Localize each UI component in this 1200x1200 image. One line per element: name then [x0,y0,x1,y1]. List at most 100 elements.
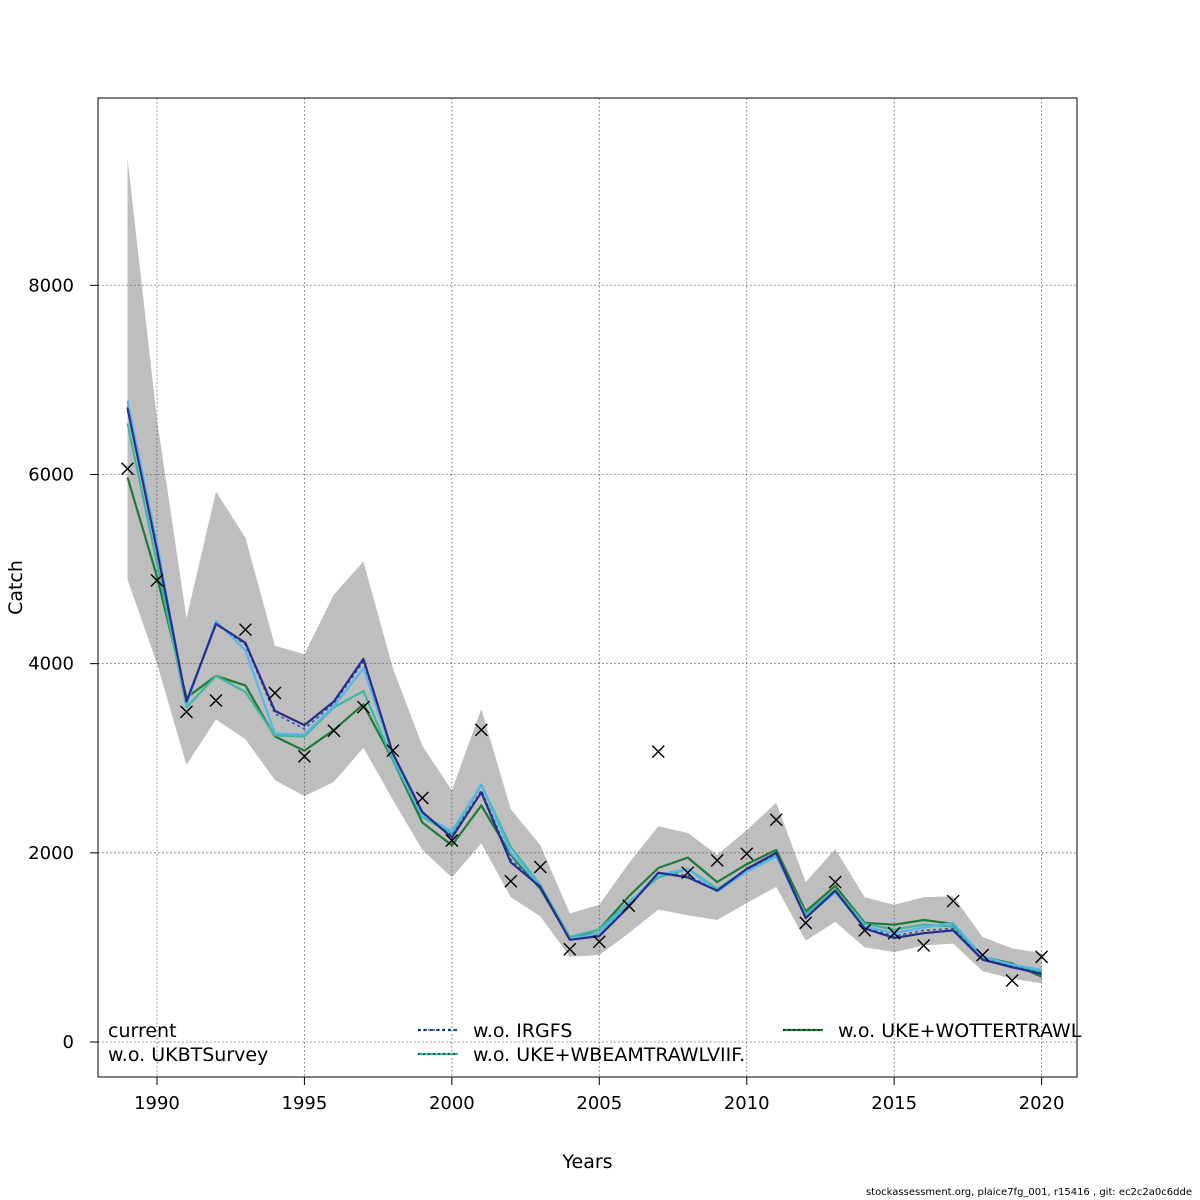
observed-point-stroke [209,694,223,708]
x-tick-label: 2020 [1019,1093,1065,1114]
observed-point-stroke [150,573,164,587]
observed-point-stroke [386,744,400,758]
x-tick-label: 2015 [871,1093,917,1114]
legend-label: w.o. UKBTSurvey [108,1044,268,1066]
series-line [126,400,1042,972]
observed-point [563,942,577,956]
legend-label: current [108,1020,177,1042]
observed-point-stroke [946,894,960,908]
legend-label: w.o. IRGFS [473,1020,572,1042]
observed-point [120,462,134,476]
series-line [126,408,1042,975]
observed-point-stroke [504,874,518,888]
observed-point [976,948,990,962]
legend-item: w.o. UKE+WBEAMTRAWLVIIF. [418,1044,745,1066]
observed-point [769,813,783,827]
observed-point-stroke [651,745,665,759]
observed-point-stroke [179,705,193,719]
observed-point [799,916,813,930]
observed-point [415,791,429,805]
observed-point-stroke [976,948,990,962]
legend-item: current [108,1020,177,1042]
observed-point-stroke [415,791,429,805]
observed-points [120,462,1049,988]
observed-point [710,853,724,867]
x-axis: 1990 1995 2000 2005 2010 2015 2020 [134,1077,1065,1114]
observed-point [386,744,400,758]
y-axis: 0 2000 4000 6000 8000 [28,275,98,1053]
observed-point-stroke [1005,974,1019,988]
observed-point-stroke [268,686,282,700]
observed-point-stroke [533,860,547,874]
observed-point-stroke [917,939,931,953]
observed-point [356,700,370,714]
observed-point-stroke [622,899,636,913]
observed-point [828,875,842,889]
observed-point-stroke [769,813,783,827]
observed-point [592,935,606,949]
observed-point-stroke [799,916,813,930]
observed-point [150,573,164,587]
legend-item: w.o. IRGFS [418,1020,572,1042]
x-tick-label: 2010 [724,1093,770,1114]
observed-point [179,705,193,719]
x-axis-title: Years [561,1151,612,1173]
observed-point-stroke [740,847,754,861]
observed-point [651,745,665,759]
observed-point-stroke [297,749,311,763]
observed-point-stroke [710,853,724,867]
y-tick-label: 2000 [28,843,74,864]
grid-lines [98,98,1077,1077]
observed-point [946,894,960,908]
x-tick-label: 2005 [576,1093,622,1114]
legend-item: w.o. UKBTSurvey [108,1044,268,1066]
observed-point-stroke [681,866,695,880]
observed-point [533,860,547,874]
y-tick-label: 4000 [28,654,74,675]
observed-point-stroke [858,923,872,937]
observed-point [1005,974,1019,988]
y-axis-title: Catch [5,560,27,615]
plot-frame [97,97,1078,1078]
observed-point-stroke [828,875,842,889]
observed-point [445,834,459,848]
observed-point-stroke [445,834,459,848]
observed-point-stroke [327,724,341,738]
footer-credit: stockassessment.org, plaice7fg_001, r154… [865,1187,1192,1198]
observed-point [887,926,901,940]
observed-point-stroke [474,723,488,737]
observed-point-stroke [887,926,901,940]
observed-point-stroke [356,700,370,714]
observed-point [297,749,311,763]
observed-point-stroke [238,623,252,637]
y-tick-label: 6000 [28,464,74,485]
observed-point [917,939,931,953]
observed-point [504,874,518,888]
legend-label: w.o. UKE+WBEAMTRAWLVIIF. [473,1044,745,1066]
observed-point [681,866,695,880]
legend-label: w.o. UKE+WOTTERTRAWL [838,1020,1082,1042]
observed-point [268,686,282,700]
observed-point [209,694,223,708]
observed-point [740,847,754,861]
observed-point [327,724,341,738]
y-tick-label: 8000 [28,275,74,296]
x-tick-label: 2000 [429,1093,475,1114]
observed-point [858,923,872,937]
observed-point [238,623,252,637]
observed-point-stroke [563,942,577,956]
observed-point [622,899,636,913]
observed-point [474,723,488,737]
confidence-band [127,158,1042,984]
observed-point [1035,950,1049,964]
observed-point-stroke [1035,950,1049,964]
plot-area [98,98,1077,1077]
observed-point-stroke [120,462,134,476]
observed-point-stroke [592,935,606,949]
x-tick-label: 1995 [282,1093,328,1114]
x-tick-label: 1990 [134,1093,180,1114]
y-tick-label: 0 [63,1032,74,1053]
legend-item: w.o. UKE+WOTTERTRAWL [783,1020,1082,1042]
